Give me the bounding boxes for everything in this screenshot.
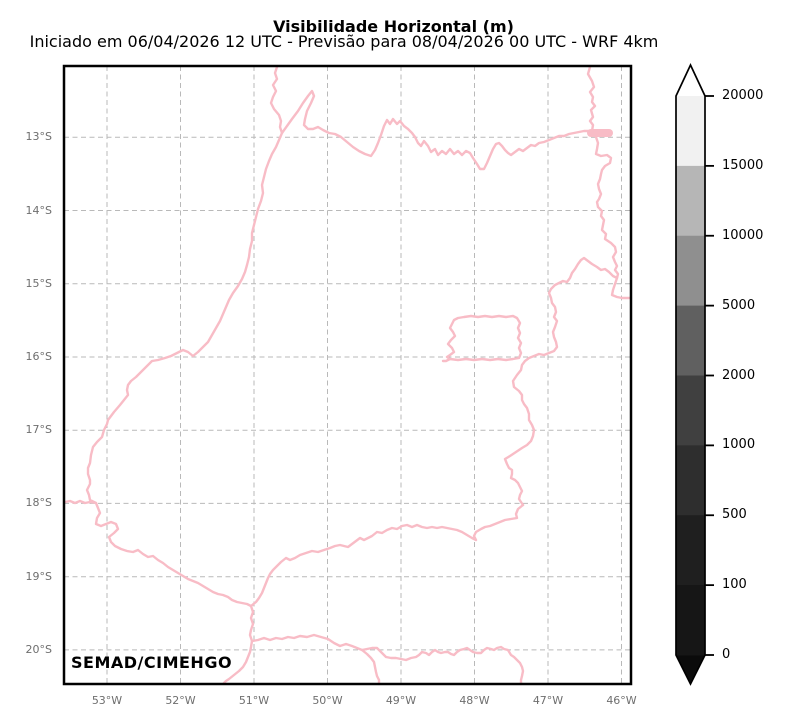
lat-tick-label: 18°S bbox=[25, 496, 52, 510]
lat-tick-label: 19°S bbox=[25, 569, 52, 583]
federal-district-border bbox=[445, 314, 523, 362]
south-state-border bbox=[249, 503, 525, 608]
colorbar-tick-label: 15000 bbox=[722, 157, 764, 173]
lat-tick-label: 14°S bbox=[25, 203, 52, 217]
east-border-spur bbox=[610, 276, 633, 300]
colorbar-tick-label: 10000 bbox=[722, 227, 764, 243]
federal-district-tail bbox=[441, 357, 452, 363]
lat-tick-label: 13°S bbox=[25, 130, 52, 144]
lon-tick-label: 47°W bbox=[532, 694, 564, 707]
southwest-border-descent bbox=[222, 604, 255, 685]
lon-tick-label: 49°W bbox=[385, 694, 417, 707]
lon-tick-label: 52°W bbox=[165, 694, 196, 707]
map-plot-background bbox=[64, 66, 631, 684]
colorbar-tick-label: 100 bbox=[722, 577, 747, 593]
west-edge-line bbox=[63, 499, 98, 505]
page-subtitle: Iniciado em 06/04/2026 12 UTC - Previsão… bbox=[29, 32, 659, 51]
lon-tick-label: 46°W bbox=[606, 694, 637, 707]
colorbar-extend-below bbox=[676, 655, 705, 684]
colorbar-segment bbox=[676, 235, 705, 307]
lon-tick-label: 48°W bbox=[459, 694, 490, 707]
colorbar-tick-label: 2000 bbox=[722, 367, 756, 383]
lat-tick-label: 17°S bbox=[25, 423, 52, 437]
lat-tick-label: 16°S bbox=[25, 350, 52, 363]
page-title: Visibilidade Horizontal (m) bbox=[273, 17, 514, 36]
northeast-top-border bbox=[586, 65, 597, 133]
colorbar-tick-label: 500 bbox=[722, 507, 747, 523]
colorbar-segment bbox=[676, 515, 705, 586]
colorbar-segment bbox=[676, 585, 705, 656]
lon-tick-label: 50°W bbox=[312, 694, 343, 707]
lat-tick-label: 15°S bbox=[25, 276, 52, 290]
colorbar-segment bbox=[676, 375, 705, 446]
north-state-border bbox=[280, 89, 591, 171]
lat-tick-label: 20°S bbox=[25, 642, 52, 656]
colorbar-tick-label: 1000 bbox=[722, 437, 756, 453]
west-state-border bbox=[85, 65, 284, 608]
colorbar-tick-label: 20000 bbox=[722, 88, 764, 103]
south-river-branch bbox=[360, 648, 381, 686]
watermark-label: SEMAD/CIMEHGO bbox=[71, 653, 233, 672]
colorbar-segment bbox=[676, 445, 705, 516]
colorbar-tick-label: 0 bbox=[722, 647, 731, 662]
colorbar-extend-above bbox=[676, 65, 705, 96]
south-river-line bbox=[250, 633, 525, 686]
colorbar-segment bbox=[676, 96, 705, 167]
east-state-border bbox=[503, 135, 620, 507]
colorbar-segment bbox=[676, 305, 705, 376]
lon-tick-label: 51°W bbox=[238, 694, 270, 707]
colorbar-segment bbox=[676, 165, 705, 237]
map-frame bbox=[62, 64, 633, 686]
lon-tick-label: 53°W bbox=[91, 694, 123, 707]
colorbar-tick-label: 5000 bbox=[722, 297, 756, 313]
